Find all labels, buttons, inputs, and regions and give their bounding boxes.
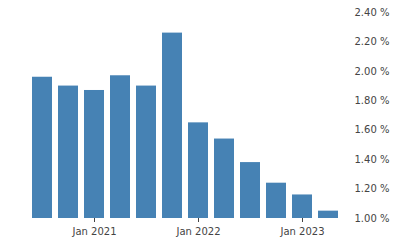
svg-text:2.00 %: 2.00 % [355,66,390,77]
svg-text:1.60 %: 1.60 % [355,124,390,135]
svg-text:1.00 %: 1.00 % [355,213,390,224]
svg-text:Jan 2023: Jan 2023 [279,226,324,237]
svg-text:Jan 2021: Jan 2021 [71,226,116,237]
svg-text:2.40 %: 2.40 % [355,7,390,18]
svg-text:1.80 %: 1.80 % [355,95,390,106]
svg-text:1.20 %: 1.20 % [355,183,390,194]
svg-text:1.40 %: 1.40 % [355,154,390,165]
svg-text:Jan 2022: Jan 2022 [175,226,220,237]
svg-text:2.20 %: 2.20 % [355,36,390,47]
